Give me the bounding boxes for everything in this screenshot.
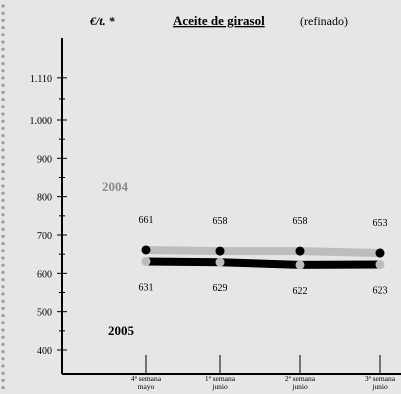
x-tick-label: 2ª semana <box>285 374 316 383</box>
data-point-2004 <box>375 248 385 258</box>
x-tick-label: junio <box>291 382 308 391</box>
binding-dot <box>1 242 5 246</box>
y-tick-label: 700 <box>37 231 52 242</box>
y-tick-label: 800 <box>37 193 52 204</box>
y-axis-ticks: 400 500 600 700 800 900 1.000 1.110 <box>30 74 67 357</box>
data-point-2004 <box>141 245 151 255</box>
binding-dot <box>1 76 5 80</box>
binding-dot <box>1 119 5 123</box>
x-tick-label: 4ª semana <box>131 374 162 383</box>
y-tick-label: 1.000 <box>30 116 53 127</box>
binding-dot <box>1 314 5 318</box>
binding-dot <box>1 105 5 109</box>
binding-dot <box>1 26 5 30</box>
binding-dot <box>1 4 5 8</box>
data-label-2005: 631 <box>139 282 154 293</box>
binding-dot <box>1 285 5 289</box>
binding-dot <box>1 328 5 332</box>
data-point-2005 <box>295 260 305 270</box>
binding-dot <box>1 386 5 390</box>
binding-dot <box>1 278 5 282</box>
y-tick-label: 900 <box>37 154 52 165</box>
binding-dot <box>1 141 5 145</box>
y-tick-label: 400 <box>37 346 52 357</box>
binding-dot <box>1 18 5 22</box>
data-label-2004: 653 <box>373 218 388 229</box>
binding-dot <box>1 270 5 274</box>
data-label-2004: 658 <box>213 216 228 227</box>
y-tick-label: 600 <box>37 269 52 280</box>
x-tick-label: junio <box>211 382 228 391</box>
binding-dot <box>1 11 5 15</box>
y-tick-label: 500 <box>37 308 52 319</box>
x-tick-label: 3ª semana <box>365 374 396 383</box>
binding-dot <box>1 54 5 59</box>
series-label-2005: 2005 <box>108 323 135 338</box>
binding-dot <box>1 90 5 94</box>
binding-dot <box>1 292 5 296</box>
binding-dot <box>1 112 5 116</box>
binding-dot <box>1 148 5 152</box>
y-axis-unit-label: €/t. * <box>89 14 116 28</box>
binding-dot <box>1 33 5 37</box>
binding-dot <box>1 371 5 375</box>
binding-dot <box>1 213 5 217</box>
binding-dot <box>1 191 5 195</box>
binding-dot <box>1 47 5 51</box>
data-label-2005: 622 <box>293 286 308 297</box>
x-tick-label: junio <box>371 382 388 391</box>
chart-title: Aceite de girasol <box>173 13 265 28</box>
binding-dot <box>1 155 5 159</box>
binding-dot <box>1 83 5 87</box>
y-tick-label: 1.110 <box>30 74 52 85</box>
binding-dot <box>1 126 5 130</box>
binding-dot <box>1 220 5 224</box>
data-point-2005 <box>375 260 385 270</box>
binding-dot <box>1 62 5 66</box>
data-label-2005: 623 <box>373 286 388 297</box>
binding-dot <box>1 357 5 361</box>
binding-dot <box>1 299 5 303</box>
data-point-2005 <box>141 256 151 266</box>
binding-dot <box>1 364 5 368</box>
binding-dot <box>1 98 5 102</box>
binding-dot <box>1 335 5 339</box>
series-layer: 661 658 658 653 631 629 622 623 <box>139 215 388 297</box>
series-line-2004 <box>142 245 384 258</box>
binding-dot <box>1 40 5 44</box>
binding-dot <box>1 198 5 202</box>
data-label-2004: 658 <box>293 216 308 227</box>
binding-dot <box>1 206 5 210</box>
series-line-2005 <box>142 257 384 269</box>
binding-dots-decoration <box>1 4 5 390</box>
binding-dot <box>1 321 5 325</box>
binding-dot <box>1 184 5 188</box>
binding-dot <box>1 162 5 166</box>
binding-dot <box>1 378 5 382</box>
binding-dot <box>1 342 5 346</box>
binding-dot <box>1 177 5 181</box>
binding-dot <box>1 350 5 354</box>
binding-dot <box>1 234 5 238</box>
binding-dot <box>1 227 5 231</box>
binding-dot <box>1 306 5 310</box>
binding-dot <box>1 249 5 253</box>
data-point-2004 <box>215 246 225 256</box>
binding-dot <box>1 263 5 267</box>
binding-dot <box>1 69 5 73</box>
data-label-2004: 661 <box>139 215 154 226</box>
data-point-2005 <box>215 257 225 267</box>
binding-dot <box>1 170 5 174</box>
data-label-2005: 629 <box>213 283 228 294</box>
series-labels: 2004 2005 <box>102 179 135 338</box>
x-tick-label: mayo <box>138 382 155 391</box>
chart-subtitle: (refinado) <box>300 14 348 28</box>
series-label-2004: 2004 <box>102 179 129 194</box>
binding-dot <box>1 134 5 138</box>
x-tick-label: 1ª semana <box>205 374 236 383</box>
data-point-2004 <box>295 246 305 256</box>
binding-dot <box>1 256 5 260</box>
